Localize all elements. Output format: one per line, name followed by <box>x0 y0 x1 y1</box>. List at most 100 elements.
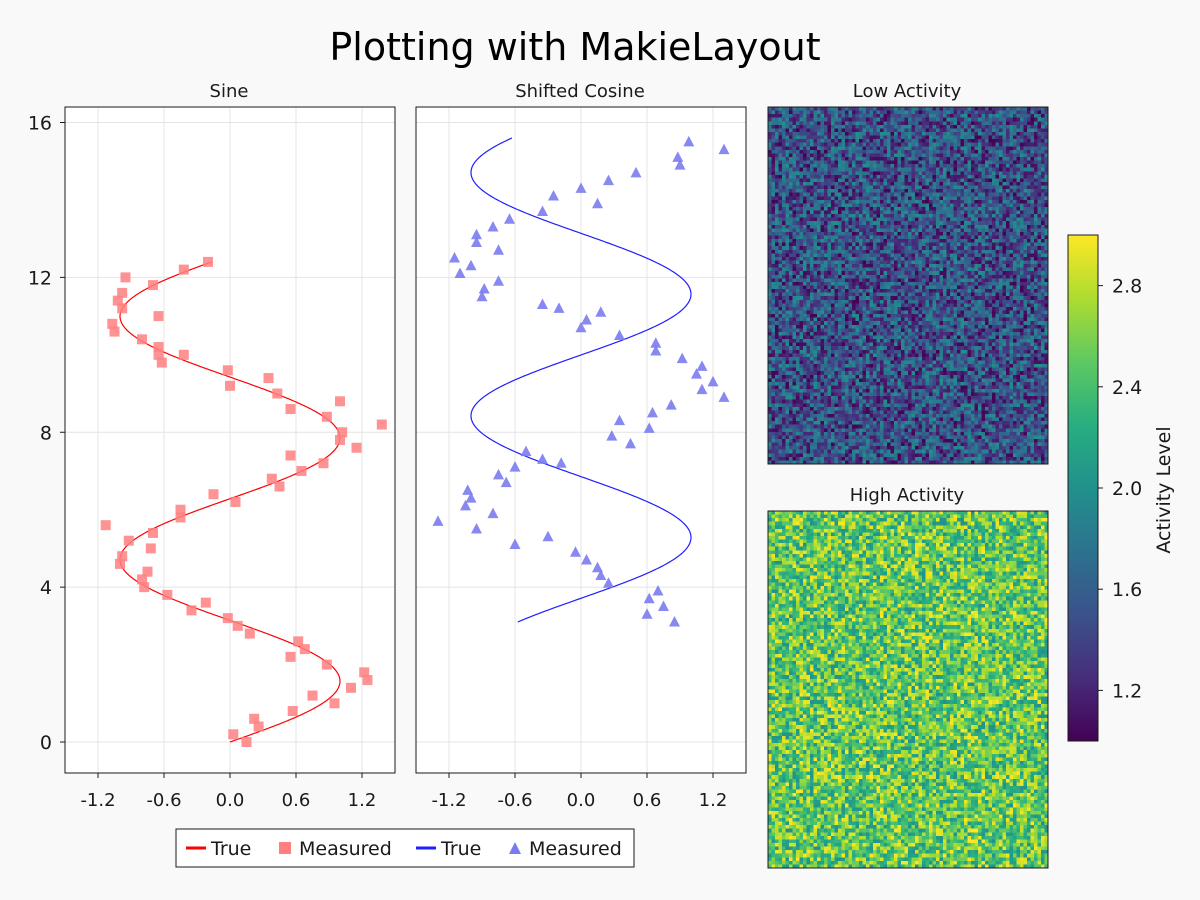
measured-point <box>274 481 285 492</box>
measured-point <box>203 256 213 267</box>
measured-point <box>232 620 243 631</box>
x-tick-label: 0.0 <box>567 790 596 811</box>
measured-point <box>208 489 219 500</box>
measured-point <box>362 675 373 686</box>
measured-point <box>548 190 559 201</box>
measured-point <box>153 311 164 322</box>
measured-point <box>329 698 340 709</box>
measured-point <box>376 419 387 430</box>
measured-point <box>478 282 490 294</box>
measured-point <box>595 569 607 581</box>
measured-point <box>665 399 677 410</box>
sine-plot-area <box>100 256 387 748</box>
cosine-plot-area <box>432 135 730 627</box>
low-activity-frame <box>767 106 1049 465</box>
measured-point <box>285 651 296 662</box>
y-tick-label: 4 <box>40 577 52 599</box>
measured-point <box>614 329 625 340</box>
measured-point <box>669 615 680 627</box>
cosine-axis-title: Shifted Cosine <box>515 81 645 102</box>
measured-point <box>581 554 592 565</box>
measured-point <box>266 473 277 484</box>
measured-point <box>462 484 474 495</box>
measured-point <box>178 264 189 275</box>
measured-point <box>299 644 310 655</box>
legend: True Measured True Measured <box>175 828 635 868</box>
legend-label-true-cosine: True <box>440 838 481 860</box>
measured-point <box>148 280 158 291</box>
measured-point <box>307 690 318 701</box>
legend-label-measured-sine: Measured <box>299 838 392 860</box>
measured-point <box>570 546 581 557</box>
measured-point <box>575 182 587 193</box>
measured-point <box>454 267 466 278</box>
measured-point <box>683 135 695 147</box>
measured-point <box>359 667 370 678</box>
colorbar: 1.2 1.6 2.0 2.4 2.8 Activity Level <box>1067 234 1175 742</box>
measured-point <box>285 404 296 415</box>
x-tick-label: 0.0 <box>216 790 245 811</box>
measured-point <box>117 551 128 562</box>
colorbar-gradient <box>1067 234 1099 742</box>
measured-point <box>504 213 515 224</box>
measured-point <box>595 306 607 317</box>
measured-point <box>263 373 274 384</box>
measured-point <box>603 174 614 186</box>
measured-point <box>476 290 488 302</box>
measured-point <box>542 530 554 542</box>
legend-label-true-sine: True <box>210 838 251 860</box>
x-tick-label: -1.2 <box>80 790 115 811</box>
high-activity-frame <box>767 510 1049 869</box>
measured-point <box>175 512 186 523</box>
cosine-grid <box>416 107 746 773</box>
high-activity-heatmap-holder <box>768 511 1048 868</box>
measured-point <box>500 476 512 488</box>
measured-point <box>107 318 118 329</box>
measured-point <box>287 706 298 717</box>
measured-point <box>253 721 264 732</box>
sine-grid <box>65 107 395 773</box>
measured-point <box>493 244 504 255</box>
measured-point <box>285 450 296 461</box>
measured-point <box>487 221 499 232</box>
measured-point <box>222 613 233 624</box>
measured-point <box>200 597 211 608</box>
measured-point <box>296 465 307 476</box>
measured-point <box>225 380 235 391</box>
colorbar-tick-label: 1.2 <box>1112 680 1142 702</box>
measured-point <box>123 535 134 546</box>
measured-point <box>696 383 708 395</box>
sine-axis-title: Sine <box>210 81 249 102</box>
measured-point <box>603 577 614 588</box>
colorbar-tick-label: 1.6 <box>1112 579 1142 601</box>
measured-point <box>137 574 147 585</box>
measured-point <box>449 252 460 263</box>
measured-point <box>509 538 521 550</box>
measured-point <box>652 585 664 596</box>
measured-point <box>520 445 532 457</box>
sine-ticks: -1.2 -0.6 0.0 0.6 1.2 0 4 8 12 16 <box>28 112 377 811</box>
cosine-axis: Shifted Cosine -1.2 -0.6 0.0 0.6 1.2 <box>415 81 747 811</box>
measured-point <box>337 427 348 438</box>
measured-point <box>244 628 255 639</box>
sine-axis: Sine -1.2 -0.6 0.0 0.6 1.2 0 4 8 12 16 <box>28 81 396 811</box>
y-tick-label: 16 <box>28 112 52 134</box>
figure-title: Plotting with MakieLayout <box>329 25 820 69</box>
colorbar-label: Activity Level <box>1153 426 1175 553</box>
measured-point <box>691 368 702 379</box>
measured-point <box>156 357 167 368</box>
measured-point <box>117 287 128 298</box>
measured-point <box>230 496 241 507</box>
measured-point <box>555 457 567 468</box>
measured-point <box>120 272 131 283</box>
colorbar-ticks: 1.2 1.6 2.0 2.4 2.8 <box>1098 276 1142 702</box>
measured-point <box>676 352 688 364</box>
x-tick-label: 1.2 <box>348 790 377 811</box>
measured-point <box>137 334 147 345</box>
measured-point <box>537 453 548 464</box>
measured-point <box>249 713 260 724</box>
x-tick-label: -1.2 <box>431 790 466 811</box>
measured-point <box>487 507 499 519</box>
x-tick-label: 0.6 <box>282 790 311 811</box>
